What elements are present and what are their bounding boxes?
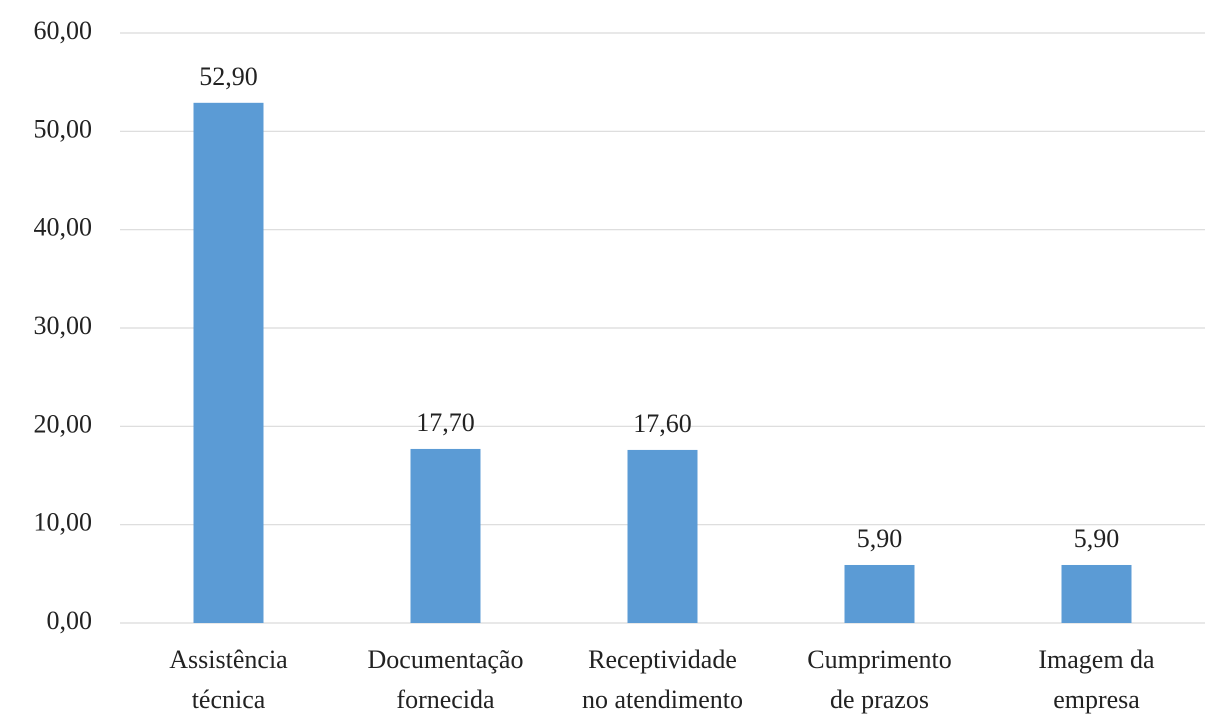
bar [1061,564,1132,623]
bars [193,102,1132,624]
bar [410,448,481,623]
bar [627,449,698,623]
y-tick-label: 20,00 [34,409,93,438]
data-label: 52,90 [199,62,258,91]
y-tick-label: 30,00 [34,311,93,340]
data-labels: 52,90 17,70 17,60 5,90 5,90 [199,62,1119,553]
x-category-label: técnica [192,685,266,714]
y-tick-label: 50,00 [34,114,93,143]
x-category-label: Receptividade [588,645,737,674]
x-category-label: no atendimento [582,685,743,714]
y-axis-ticks: 0,00 10,00 20,00 30,00 40,00 50,00 60,00 [34,16,93,635]
bar [193,102,264,624]
data-label: 5,90 [1074,524,1120,553]
data-label: 5,90 [857,524,903,553]
x-category-label: fornecida [396,685,495,714]
x-category-label: Imagem da [1038,645,1155,674]
data-label: 17,70 [416,408,475,437]
y-tick-label: 0,00 [47,606,93,635]
x-category-label: empresa [1053,685,1140,714]
x-category-label: Documentação [368,645,524,674]
x-category-label: Assistência [169,645,288,674]
gridlines [120,32,1205,624]
y-tick-label: 60,00 [34,16,93,45]
x-category-label: de prazos [830,685,929,714]
y-tick-label: 10,00 [34,508,93,537]
bar [844,564,915,623]
x-axis-categories: Assistência técnica Documentação fornecida R… [169,645,1155,714]
x-category-label: Cumprimento [807,645,951,674]
data-label: 17,60 [633,409,692,438]
y-tick-label: 40,00 [34,213,93,242]
